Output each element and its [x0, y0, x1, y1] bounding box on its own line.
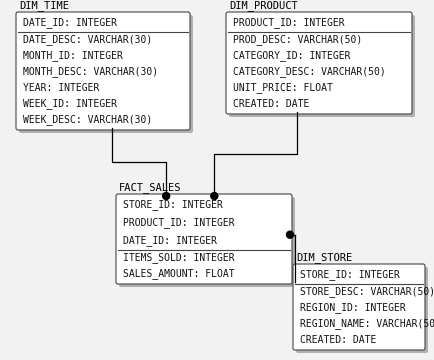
Text: CREATED: DATE: CREATED: DATE: [299, 335, 375, 345]
Text: FACT_SALES: FACT_SALES: [119, 182, 181, 193]
Text: MONTH_DESC: VARCHAR(30): MONTH_DESC: VARCHAR(30): [23, 67, 158, 77]
Text: DATE_ID: INTEGER: DATE_ID: INTEGER: [123, 235, 217, 247]
Circle shape: [286, 231, 293, 238]
FancyBboxPatch shape: [119, 197, 294, 287]
Text: CREATED: DATE: CREATED: DATE: [233, 99, 309, 109]
Text: PROD_DESC: VARCHAR(50): PROD_DESC: VARCHAR(50): [233, 35, 362, 45]
FancyBboxPatch shape: [295, 267, 427, 353]
Text: REGION_NAME: VARCHAR(50): REGION_NAME: VARCHAR(50): [299, 319, 434, 329]
Text: UNIT_PRICE: FLOAT: UNIT_PRICE: FLOAT: [233, 82, 332, 94]
Text: PRODUCT_ID: INTEGER: PRODUCT_ID: INTEGER: [123, 217, 234, 229]
Text: DATE_DESC: VARCHAR(30): DATE_DESC: VARCHAR(30): [23, 35, 152, 45]
Text: STORE_ID: INTEGER: STORE_ID: INTEGER: [123, 199, 222, 211]
Text: ITEMS_SOLD: INTEGER: ITEMS_SOLD: INTEGER: [123, 253, 234, 264]
Circle shape: [210, 193, 217, 199]
FancyBboxPatch shape: [293, 264, 424, 350]
Text: STORE_DESC: VARCHAR(50): STORE_DESC: VARCHAR(50): [299, 287, 434, 297]
Text: YEAR: INTEGER: YEAR: INTEGER: [23, 83, 99, 93]
Text: SALES_AMOUNT: FLOAT: SALES_AMOUNT: FLOAT: [123, 269, 234, 279]
Text: DIM_PRODUCT: DIM_PRODUCT: [228, 0, 297, 11]
Text: DATE_ID: INTEGER: DATE_ID: INTEGER: [23, 18, 117, 28]
Text: WEEK_ID: INTEGER: WEEK_ID: INTEGER: [23, 99, 117, 109]
FancyBboxPatch shape: [228, 15, 414, 117]
FancyBboxPatch shape: [16, 12, 190, 130]
FancyBboxPatch shape: [116, 194, 291, 284]
Text: CATEGORY_DESC: VARCHAR(50): CATEGORY_DESC: VARCHAR(50): [233, 67, 385, 77]
FancyBboxPatch shape: [226, 12, 411, 114]
Text: CATEGORY_ID: INTEGER: CATEGORY_ID: INTEGER: [233, 50, 350, 62]
Text: WEEK_DESC: VARCHAR(30): WEEK_DESC: VARCHAR(30): [23, 114, 152, 125]
Text: DIM_STORE: DIM_STORE: [295, 252, 352, 263]
Text: PRODUCT_ID: INTEGER: PRODUCT_ID: INTEGER: [233, 18, 344, 28]
Circle shape: [162, 193, 169, 199]
Text: REGION_ID: INTEGER: REGION_ID: INTEGER: [299, 302, 405, 314]
FancyBboxPatch shape: [19, 15, 193, 133]
Text: STORE_ID: INTEGER: STORE_ID: INTEGER: [299, 270, 399, 280]
Text: DIM_TIME: DIM_TIME: [19, 0, 69, 11]
Text: MONTH_ID: INTEGER: MONTH_ID: INTEGER: [23, 50, 122, 62]
